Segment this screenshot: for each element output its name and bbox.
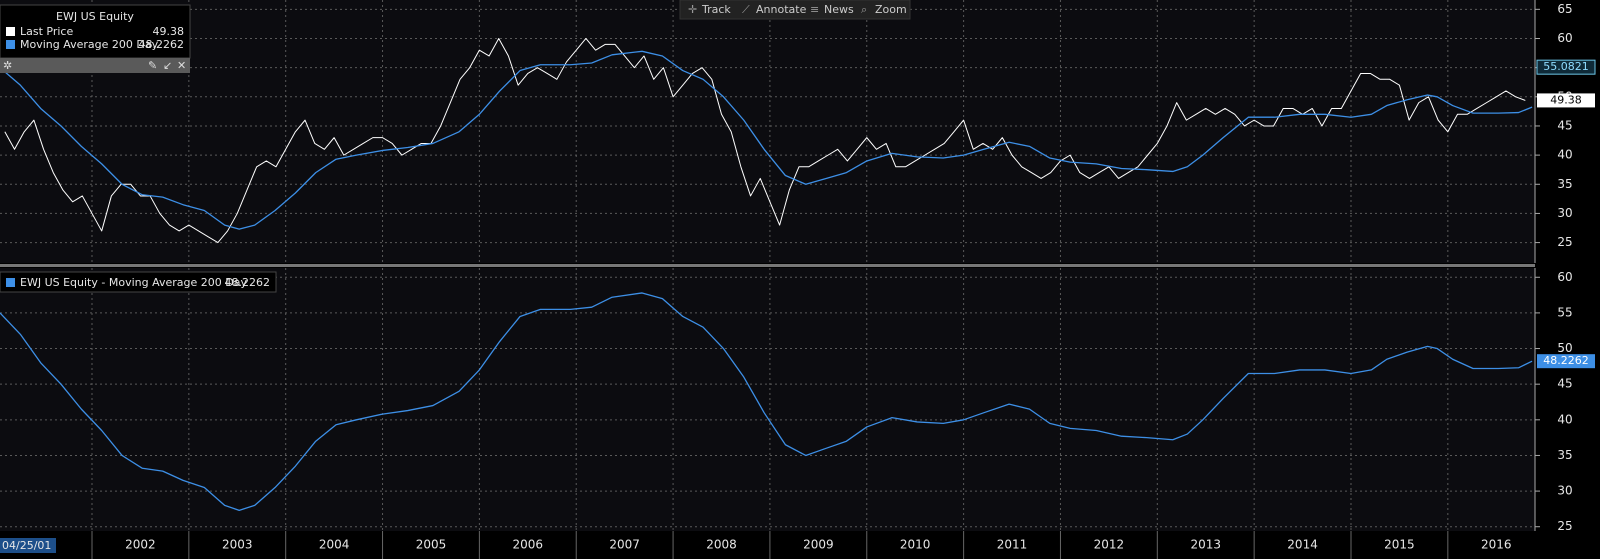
- last-value-label: 49.38: [1550, 93, 1582, 106]
- x-tick-label: 2013: [1190, 538, 1221, 552]
- legend-bg: [0, 4, 191, 59]
- plot-area: [0, 268, 1535, 531]
- y-tick-label: 55: [1557, 305, 1572, 319]
- x-tick-label: 2008: [706, 538, 737, 552]
- x-tick-label: 2004: [319, 538, 350, 552]
- y-tick-label: 60: [1557, 270, 1572, 284]
- y-tick-label: 65: [1557, 2, 1572, 16]
- toolbar-icon: ⟋: [742, 3, 750, 16]
- y-tick-label: 40: [1557, 412, 1572, 426]
- last-value-tag: [1537, 354, 1595, 369]
- y-tick-label: 35: [1557, 448, 1572, 462]
- legend: EWJ US Equity Last Price 49.38 Moving Av…: [0, 4, 191, 73]
- legend-swatch: [6, 40, 15, 49]
- y-tick-label: 30: [1557, 484, 1572, 498]
- legend: EWJ US Equity - Moving Average 200 Day 4…: [0, 271, 277, 293]
- x-tick-label: 2007: [609, 538, 640, 552]
- legend-swatch: [6, 278, 15, 287]
- x-tick-label: 2002: [125, 538, 156, 552]
- settings-icon[interactable]: ✲: [3, 59, 12, 72]
- x-tick-label: 2014: [1287, 538, 1318, 552]
- x-tick-label: 2009: [803, 538, 834, 552]
- x-tick-label: 2003: [222, 538, 253, 552]
- toolbar-icon: ✛: [688, 3, 697, 16]
- toolbar-button[interactable]: Annotate: [756, 3, 807, 16]
- legend-value: 48.2262: [139, 38, 185, 51]
- legend-label: EWJ US Equity - Moving Average 200 Day: [20, 276, 247, 289]
- pin-icon[interactable]: ✎: [148, 59, 157, 72]
- y-tick-label: 25: [1557, 519, 1572, 533]
- toolbar-bg: [679, 0, 911, 20]
- series-line: [0, 50, 1533, 230]
- toolbar-button[interactable]: Zoom: [875, 3, 907, 16]
- reference-tag: [1536, 59, 1596, 75]
- shrink-icon[interactable]: ↙: [163, 59, 172, 72]
- x-tick-label: 2010: [900, 538, 931, 552]
- plot-area: [0, 0, 1535, 263]
- y-tick-label: 40: [1557, 148, 1572, 162]
- y-tick-label: 50: [1557, 341, 1572, 355]
- y-tick-label: 60: [1557, 31, 1572, 45]
- legend-bg: [0, 271, 277, 293]
- y-tick-label: 30: [1557, 206, 1572, 220]
- x-start-tag: [0, 538, 56, 553]
- x-start-label: 04/25/01: [2, 539, 51, 552]
- legend-value: 49.38: [153, 25, 185, 38]
- y-tick-label: 45: [1557, 118, 1572, 132]
- panel-separator: [0, 264, 1535, 267]
- toolbar-button[interactable]: Track: [701, 3, 731, 16]
- close-icon[interactable]: ✕: [177, 59, 186, 72]
- legend-value: 48.2262: [225, 276, 271, 289]
- x-tick-label: 2012: [1094, 538, 1125, 552]
- last-value-label: 48.2262: [1543, 354, 1589, 367]
- legend-swatch: [6, 27, 15, 36]
- x-tick-label: 2005: [416, 538, 447, 552]
- axis-strip: [0, 531, 1600, 559]
- x-tick-label: 2006: [513, 538, 544, 552]
- legend-label: Moving Average 200 Day: [20, 38, 159, 51]
- legend-label: Last Price: [20, 25, 73, 38]
- x-tick-label: 2011: [997, 538, 1028, 552]
- last-value-tag: [1537, 93, 1595, 108]
- y-tick-label: 35: [1557, 177, 1572, 191]
- toolbar-icon: ≡: [810, 3, 819, 16]
- y-tick-label: 45: [1557, 377, 1572, 391]
- series-line: [4, 37, 1526, 244]
- toolbar-icon: ⌕: [861, 3, 867, 16]
- series-line: [0, 292, 1533, 511]
- y-tick-label: 25: [1557, 235, 1572, 249]
- toolbar: ✛ Track ⟋ Annotate ≡ News ⌕ Zoom: [679, 0, 911, 20]
- legend-title: EWJ US Equity: [56, 10, 134, 23]
- x-tick-label: 2015: [1384, 538, 1415, 552]
- x-tick-label: 2016: [1481, 538, 1512, 552]
- reference-label: 55.0821: [1543, 60, 1589, 73]
- toolbar-button[interactable]: News: [824, 3, 854, 16]
- legend-toolbar: [0, 58, 190, 73]
